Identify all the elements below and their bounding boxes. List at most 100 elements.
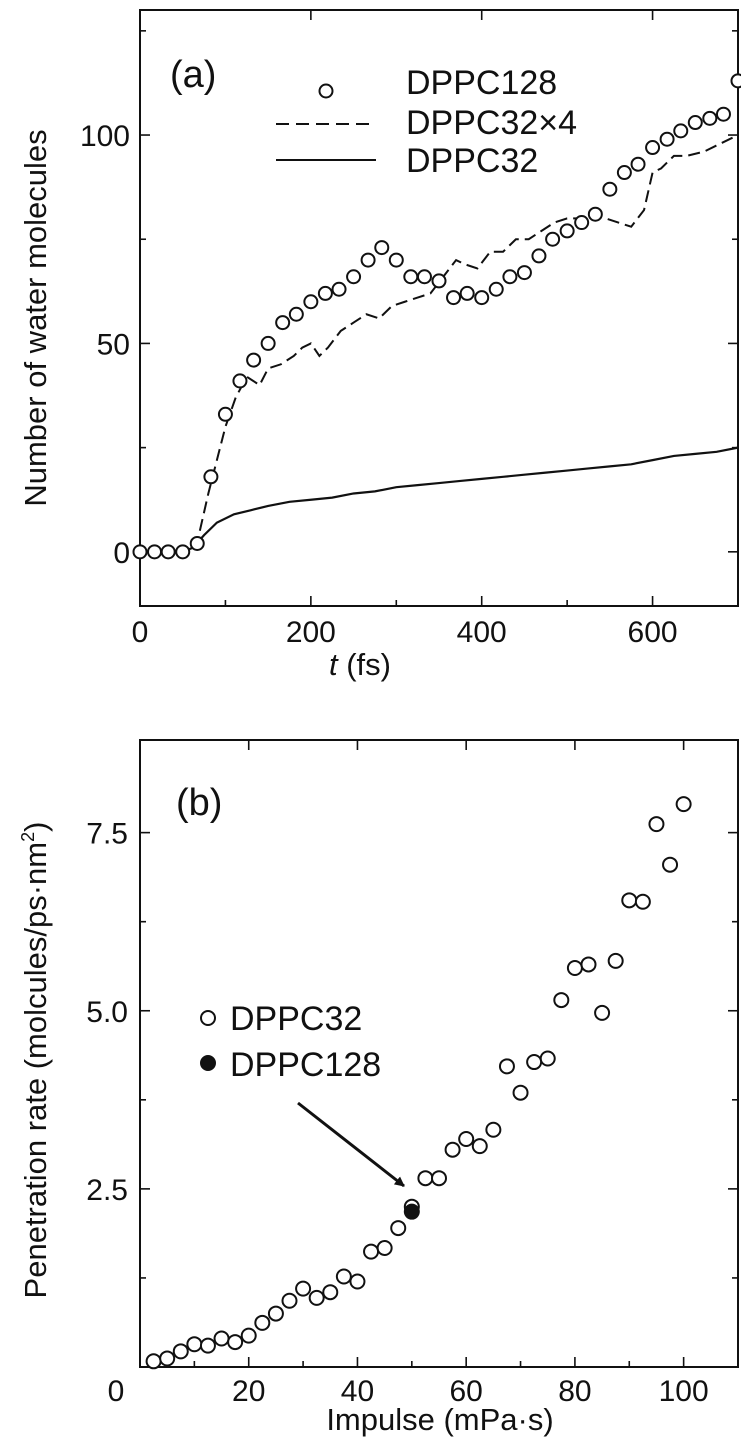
panel-a-x-tick-label: 0: [132, 616, 149, 649]
panel-b-x-tick-label: 80: [558, 1375, 591, 1408]
panel-b-ylabel-main: Penetration rate: [18, 1069, 53, 1298]
series-dppc32-point: [431, 1170, 447, 1187]
series-dppc128-point: [574, 215, 590, 231]
series-dppc128-point: [673, 123, 689, 139]
series-dppc128-point: [630, 156, 646, 172]
series-dppc128-point: [232, 373, 248, 389]
series-dppc128-point: [502, 269, 518, 285]
panel-a-x-tick-label: 600: [628, 616, 678, 649]
series-dppc32-point: [308, 1289, 325, 1306]
series-dppc128-point: [317, 285, 333, 301]
series-dppc128-point: [416, 269, 432, 285]
series-dppc128-point: [275, 315, 291, 331]
series-dppc32-point: [512, 1084, 529, 1101]
panel-a-y-tick-label: 0: [113, 537, 130, 570]
panel-b-legend: DPPC32 DPPC128: [200, 1000, 381, 1084]
series-dppc32-point: [213, 1330, 230, 1347]
panel-b-ylabel: Penetration rate (molcules/ps·nm2): [18, 822, 53, 1299]
panel-b-y-tick-label: 2.5: [86, 1174, 128, 1207]
series-dppc128-point: [659, 131, 675, 147]
legend-b-dppc128-marker: [200, 1055, 216, 1071]
series-dppc128-point: [446, 290, 462, 306]
series-dppc128-point: [132, 544, 148, 560]
series-dppc128-point: [189, 535, 205, 551]
panel-a-xlabel-unit: (fs): [338, 647, 391, 682]
series-dppc128-point: [602, 181, 618, 197]
legend-b-dppc32-label: DPPC32: [230, 1000, 362, 1038]
series-dppc32-point: [648, 816, 665, 833]
series-dppc32-point: [145, 1353, 162, 1370]
panel-b-ylabel-unit: (molcules/ps·nm: [18, 842, 53, 1069]
panel-b-ticks: 0 20 40 60 80 100 2.5 5.0 7.5: [86, 740, 738, 1408]
panel-a-chart: 0 200 400 600 0 50 100 (a) DPPC128 DPPC32×4 DP…: [18, 9, 741, 682]
series-dppc32-point: [553, 992, 570, 1009]
series-dppc128-point: [246, 352, 262, 368]
series-dppc32-point: [607, 952, 624, 969]
series-dppc32-point: [281, 1292, 298, 1309]
panel-b-y-tick-label: 7.5: [86, 818, 128, 851]
panel-b-ylabel-close: ): [18, 822, 53, 832]
panel-b-xlabel: Impulse (mPa·s): [326, 1402, 553, 1437]
series-dppc128-point: [374, 240, 390, 256]
series-dppc128-point: [403, 269, 419, 285]
legend-dppc128-marker: [318, 83, 334, 99]
series-dppc32-point: [376, 1240, 393, 1257]
series-dppc128-point: [531, 248, 547, 264]
series-dppc128-point: [587, 206, 603, 222]
series-dppc128-point: [388, 252, 404, 268]
series-dppc128-point: [217, 406, 233, 422]
series-dppc128-point: [331, 281, 347, 297]
series-dppc32-point: [254, 1314, 271, 1331]
series-dppc32-point: [240, 1327, 257, 1344]
series-dppc128-point: [730, 73, 741, 89]
series-dppc32-line: [140, 446, 739, 553]
series-dppc128-point: [303, 294, 319, 310]
panel-a-x-tick-label: 200: [286, 616, 336, 649]
series-dppc32-point: [621, 892, 638, 909]
legend-dppc128-label: DPPC128: [406, 64, 557, 102]
series-dppc128-point: [147, 544, 163, 560]
series-dppc32x4-line: [140, 134, 739, 553]
panel-b-series: [145, 796, 692, 1370]
series-dppc32-point: [539, 1050, 556, 1067]
panel-a-plot-frame: [139, 9, 739, 607]
series-dppc128-point: [160, 544, 176, 560]
series-dppc128-point: [687, 115, 703, 131]
series-dppc32-point: [594, 1004, 611, 1021]
legend-dppc32x4-label: DPPC32×4: [406, 104, 577, 142]
panel-b-x-tick-label: 60: [449, 1375, 482, 1408]
series-dppc32-point: [172, 1343, 189, 1360]
series-dppc128-point: [288, 306, 304, 322]
series-dppc32-point: [322, 1284, 339, 1301]
series-dppc128-point: [616, 165, 632, 181]
series-dppc32-point: [199, 1337, 216, 1354]
series-dppc32-point: [417, 1170, 434, 1187]
legend-b-dppc128-label: DPPC128: [230, 1046, 381, 1084]
panel-a-y-tick-label: 50: [97, 328, 130, 361]
panel-b-plot-frame: [139, 739, 739, 1368]
series-dppc32-point: [335, 1268, 352, 1285]
series-dppc32-point: [159, 1350, 176, 1367]
series-dppc128-point: [488, 281, 504, 297]
panel-b-x-tick-label: 40: [341, 1375, 374, 1408]
series-dppc32-point: [471, 1138, 488, 1155]
panel-b-y-tick-label: 5.0: [86, 996, 128, 1029]
series-dppc32-point: [186, 1336, 203, 1353]
series-dppc32-point: [566, 960, 583, 976]
series-dppc128-point: [559, 223, 575, 239]
panel-b-x-tick-label: 100: [659, 1375, 709, 1408]
panel-a-x-tick-label: 400: [457, 616, 507, 649]
panel-b-chart: 0 20 40 60 80 100 2.5 5.0 7.5 (b) DPPC32 DPPC128…: [18, 739, 739, 1437]
panel-a-label: (a): [170, 54, 216, 96]
series-dppc128-point: [346, 269, 362, 285]
panel-a-xlabel: t (fs): [329, 647, 391, 682]
series-dppc32-point: [634, 893, 651, 910]
series-dppc32-point: [444, 1141, 461, 1158]
series-dppc32-point: [390, 1220, 407, 1237]
panel-b-label: (b): [176, 782, 222, 824]
series-dppc128-point: [474, 290, 490, 306]
series-dppc32-point: [675, 796, 692, 813]
series-dppc32-point: [485, 1121, 502, 1138]
series-dppc128-point: [715, 106, 731, 122]
